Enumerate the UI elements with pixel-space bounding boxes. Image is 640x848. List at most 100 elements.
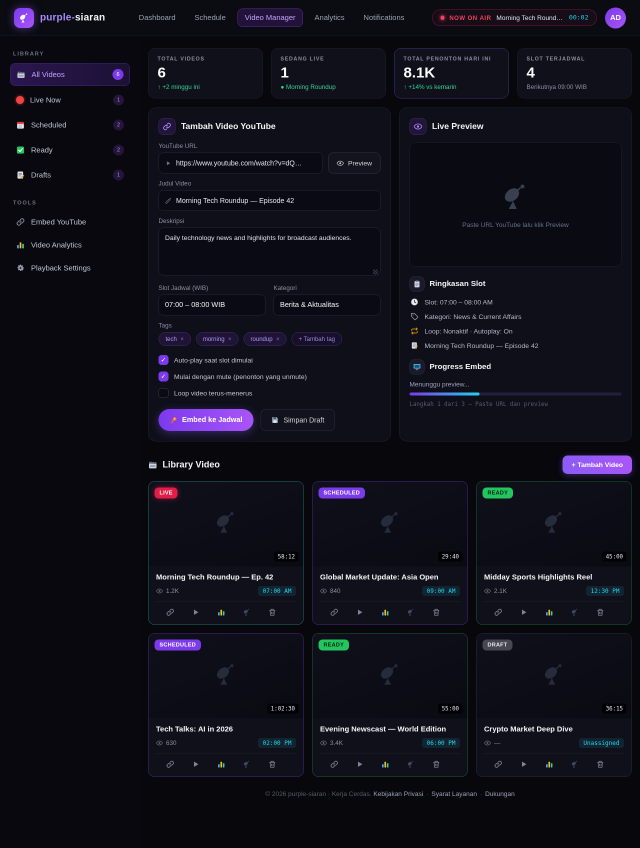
play-button[interactable]	[519, 759, 530, 770]
footer-link-dukungan[interactable]: Dukungan	[485, 790, 515, 798]
analytics-icon	[381, 760, 390, 769]
nav-dashboard[interactable]: Dashboard	[138, 13, 176, 23]
count-badge: 1	[113, 94, 124, 106]
nav-video-manager[interactable]: Video Manager	[237, 8, 304, 27]
analytics-button[interactable]	[216, 759, 227, 770]
slot-time-badge: 12:30 PM	[586, 586, 624, 596]
video-title: Morning Tech Roundup — Ep. 42	[156, 573, 274, 582]
tag-chip-roundup[interactable]: roundup ×	[243, 332, 287, 346]
now-on-air-pill[interactable]: NOW ON AIR Morning Tech Roundup E… 00:02	[432, 9, 597, 26]
url-label: YouTube URL	[158, 142, 198, 150]
sidebar-item-live-now[interactable]: Live Now 1	[10, 89, 130, 111]
play-button[interactable]	[355, 607, 366, 618]
copy-link-button[interactable]	[329, 759, 340, 770]
play-button[interactable]	[191, 607, 202, 618]
satellite-dish-icon	[213, 661, 240, 688]
video-card: SCHEDULED 1:02:30 Tech Talks: AI in 2026…	[148, 633, 304, 777]
delete-button[interactable]	[267, 607, 278, 618]
video-thumbnail[interactable]: READY 45:00	[476, 481, 632, 567]
sidebar-item-scheduled[interactable]: Scheduled 2	[10, 114, 130, 136]
check-autoplay[interactable]: ✓ Auto-play saat slot dimulai	[158, 355, 381, 365]
checkbox-unchecked-icon[interactable]: ✓	[158, 388, 169, 398]
status-badge: SCHEDULED	[154, 639, 201, 651]
kategori-select[interactable]: Berita & Aktualitas	[273, 294, 381, 316]
slot-time-badge: 06:00 PM	[422, 738, 460, 748]
analytics-button[interactable]	[544, 607, 555, 618]
broadcast-button[interactable]	[570, 607, 581, 618]
main-content: TOTAL VIDEOS 6 ↑ +2 minggu ini SEDANG LI…	[140, 36, 640, 848]
simpan-draft-button[interactable]: Simpan Draft	[260, 409, 335, 431]
slot-select[interactable]: 07:00 – 08:00 WIB	[158, 294, 266, 316]
footer-link-privasi[interactable]: Kebijakan Privasi	[373, 790, 424, 798]
nav-analytics[interactable]: Analytics	[314, 13, 345, 23]
checkbox-checked-icon[interactable]: ✓	[158, 355, 169, 365]
remove-tag-icon[interactable]: ×	[276, 335, 280, 343]
delete-button[interactable]	[267, 759, 278, 770]
live-dot-icon	[440, 15, 445, 20]
remove-tag-icon[interactable]: ×	[228, 335, 232, 343]
footer-link-syarat[interactable]: Syarat Layanan	[431, 790, 477, 798]
sidebar-item-drafts[interactable]: Drafts 1	[10, 164, 130, 186]
play-icon	[192, 760, 201, 769]
summary-row-kategori: Kategori: News & Current Affairs	[411, 313, 621, 321]
copy-link-button[interactable]	[165, 607, 176, 618]
add-tag-chip[interactable]: + Tambah tag	[291, 332, 342, 346]
broadcast-button[interactable]	[570, 759, 581, 770]
analytics-button[interactable]	[216, 607, 227, 618]
calendar-icon	[16, 121, 25, 130]
preview-button[interactable]: Preview	[327, 152, 381, 174]
remove-tag-icon[interactable]: ×	[180, 335, 184, 343]
copy-link-button[interactable]	[329, 607, 340, 618]
copy-link-button[interactable]	[493, 607, 504, 618]
judul-input[interactable]	[176, 196, 374, 205]
check-loop-video[interactable]: ✓ Loop video terus-menerus	[158, 388, 381, 398]
sidebar-item-ready[interactable]: Ready 2	[10, 139, 130, 161]
clapper-icon	[148, 460, 158, 470]
tag-chip-morning[interactable]: morning ×	[195, 332, 239, 346]
app-logo[interactable]	[14, 7, 34, 28]
check-start-muted[interactable]: ✓ Mulai dengan mute (penonton yang unmut…	[158, 371, 381, 382]
play-button[interactable]	[355, 759, 366, 770]
video-thumbnail[interactable]: SCHEDULED 1:02:30	[148, 633, 304, 719]
nav-schedule[interactable]: Schedule	[194, 13, 226, 23]
play-button[interactable]	[519, 607, 530, 618]
play-button[interactable]	[191, 759, 202, 770]
broadcast-button[interactable]	[242, 607, 253, 618]
sidebar-item-playback-settings[interactable]: Playback Settings	[10, 258, 130, 278]
analytics-button[interactable]	[380, 607, 391, 618]
video-thumbnail[interactable]: READY 55:00	[312, 633, 468, 719]
user-avatar[interactable]: AD	[605, 7, 626, 29]
video-thumbnail[interactable]: SCHEDULED 29:40	[312, 481, 468, 567]
embed-ke-jadwal-button[interactable]: Embed ke Jadwal	[158, 409, 254, 431]
delete-button[interactable]	[595, 607, 606, 618]
onair-label: NOW ON AIR	[449, 14, 492, 22]
checkbox-checked-icon[interactable]: ✓	[158, 371, 169, 382]
analytics-button[interactable]	[380, 759, 391, 770]
copy-link-button[interactable]	[493, 759, 504, 770]
broadcast-button[interactable]	[406, 759, 417, 770]
youtube-url-input[interactable]	[176, 159, 317, 167]
onair-timer: 00:02	[568, 14, 589, 22]
duration-badge: 58:12	[274, 551, 299, 562]
video-thumbnail[interactable]: DRAFT 36:15	[476, 633, 632, 719]
tambah-video-button[interactable]: + Tambah Video	[562, 455, 632, 474]
broadcast-button[interactable]	[242, 759, 253, 770]
delete-button[interactable]	[431, 607, 442, 618]
top-bar: purple-siaran Dashboard Schedule Video M…	[0, 0, 640, 36]
delete-button[interactable]	[431, 759, 442, 770]
nav-notifications[interactable]: Notifications	[363, 13, 405, 23]
deskripsi-textarea[interactable]: Daily technology news and highlights for…	[158, 227, 381, 276]
sidebar-item-embed-youtube[interactable]: Embed YouTube	[10, 212, 130, 232]
tag-chip-tech[interactable]: tech ×	[158, 332, 191, 346]
sidebar-item-video-analytics[interactable]: Video Analytics	[10, 235, 130, 255]
stats-row: TOTAL VIDEOS 6 ↑ +2 minggu ini SEDANG LI…	[148, 48, 632, 99]
play-icon	[165, 160, 172, 167]
delete-button[interactable]	[595, 759, 606, 770]
view-count: 630	[166, 739, 177, 747]
copy-link-button[interactable]	[165, 759, 176, 770]
analytics-button[interactable]	[544, 759, 555, 770]
broadcast-button[interactable]	[406, 607, 417, 618]
sidebar-item-all-videos[interactable]: All Videos 6	[10, 63, 130, 86]
video-thumbnail[interactable]: LIVE 58:12	[148, 481, 304, 567]
